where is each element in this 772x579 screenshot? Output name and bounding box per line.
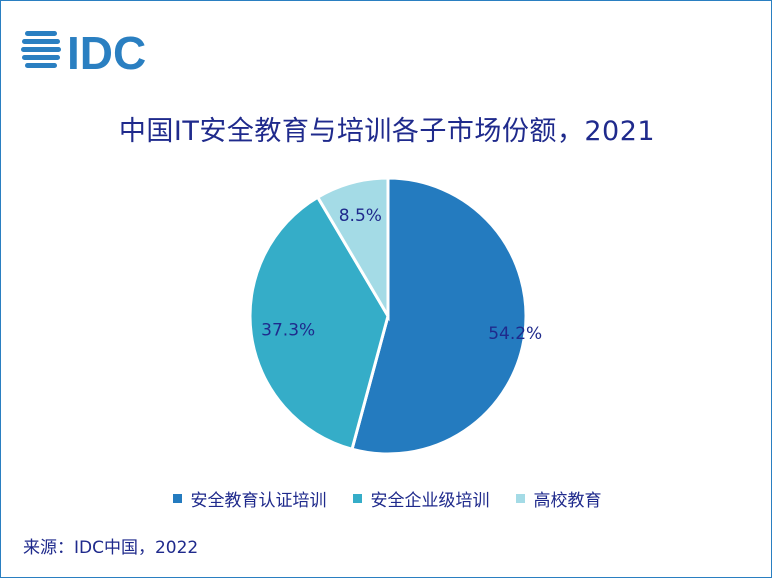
- legend-label: 安全教育认证培训: [190, 491, 327, 511]
- source-note: 来源：IDC中国，2022: [23, 538, 199, 558]
- pie-labels: 54.2% 37.3% 8.5%: [261, 206, 542, 344]
- legend-swatch: [515, 494, 525, 503]
- legend-item: 安全企业级培训: [352, 486, 490, 511]
- legend: 安全教育认证培训 安全企业级培训 高校教育: [1, 486, 772, 511]
- legend-swatch: [352, 494, 362, 503]
- legend-label: 安全企业级培训: [370, 491, 490, 511]
- idc-logo-text: IDC: [67, 27, 146, 77]
- idc-logo: IDC: [21, 27, 146, 77]
- legend-swatch: [172, 494, 182, 503]
- chart-title: 中国IT安全教育与培训各子市场份额，2021: [118, 116, 656, 147]
- pie-slice: [350, 176, 528, 456]
- pie-data-label: 54.2%: [488, 324, 542, 344]
- pie-slice: [315, 176, 390, 322]
- pie-slices: [248, 176, 528, 456]
- pie-data-label: 8.5%: [339, 206, 382, 226]
- legend-item: 安全教育认证培训: [172, 486, 327, 511]
- legend-label: 高校教育: [533, 491, 602, 511]
- pie-data-label: 37.3%: [261, 321, 315, 341]
- legend-item: 高校教育: [515, 486, 602, 511]
